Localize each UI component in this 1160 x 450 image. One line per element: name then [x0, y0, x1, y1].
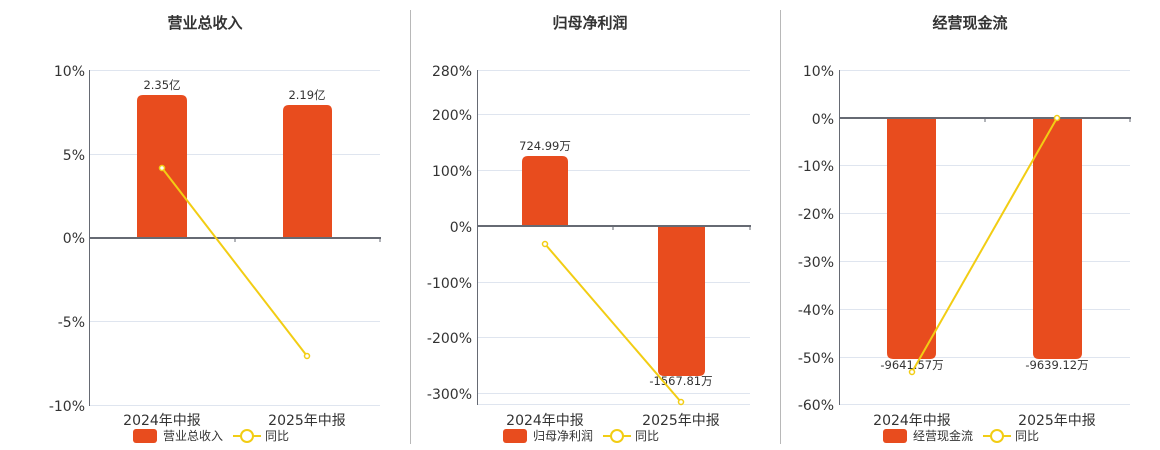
svg-text:-30%: -30% — [798, 255, 834, 271]
svg-text:-100%: -100% — [427, 276, 472, 292]
legend-bar-label[interactable]: 归母净利润 — [533, 429, 594, 443]
bar-2024[interactable] — [887, 118, 936, 359]
svg-text:100%: 100% — [432, 164, 472, 180]
gridlines — [478, 70, 750, 405]
x-label: 2024年中报 — [123, 413, 201, 429]
yoy-point[interactable] — [677, 398, 685, 406]
svg-text:-50%: -50% — [798, 351, 834, 367]
chart-title: 归母净利润 — [552, 14, 628, 32]
legend-bar-swatch[interactable] — [883, 428, 907, 443]
svg-text:-40%: -40% — [798, 303, 834, 319]
yoy-point[interactable] — [158, 164, 166, 172]
legend: 营业总收入 同比 — [133, 427, 289, 444]
legend: 归母净利润 同比 — [503, 427, 659, 444]
legend-bar-swatch[interactable] — [133, 428, 157, 443]
bar-label: -9641.57万 — [880, 358, 943, 372]
x-label: 2025年中报 — [1018, 413, 1096, 429]
bar-2025[interactable] — [283, 105, 332, 238]
bar-2025[interactable] — [658, 226, 705, 376]
yoy-point[interactable] — [303, 352, 311, 360]
x-label: 2024年中报 — [873, 413, 951, 429]
legend-bar-label[interactable]: 营业总收入 — [163, 429, 224, 443]
yoy-line — [544, 243, 682, 403]
svg-text:-10%: -10% — [49, 399, 85, 415]
yoy-point[interactable] — [908, 368, 916, 376]
svg-text:-10%: -10% — [798, 159, 834, 175]
svg-text:-200%: -200% — [427, 331, 472, 347]
bar-label: -9639.12万 — [1025, 358, 1088, 372]
panel-cash-flow: 经营现金流 10% 0% -10% -20% -30% -40% -50% -6… — [780, 0, 1160, 450]
svg-text:0%: 0% — [812, 112, 834, 128]
bar-2024[interactable] — [522, 156, 568, 226]
legend-line-icon[interactable] — [603, 428, 632, 443]
panel-revenue: 营业总收入 10% 5% 0% -5% -10% 2.35亿 2.19亿 202… — [0, 0, 400, 450]
cash-flow-chart: 10% 0% -10% -20% -30% -40% -50% -60% -96… — [798, 64, 1131, 429]
chart-title: 营业总收入 — [167, 14, 243, 32]
divider — [780, 10, 781, 444]
svg-text:10%: 10% — [54, 64, 85, 80]
bar-label: 2.35亿 — [143, 78, 180, 92]
gridlines — [90, 70, 380, 406]
yoy-point[interactable] — [541, 240, 549, 248]
panel-net-profit: 归母净利润 280% 200% 100% 0% -100% -200% -300… — [400, 0, 780, 450]
svg-text:0%: 0% — [450, 220, 472, 236]
yoy-line — [911, 117, 1058, 373]
y-axis-ticks: 280% 200% 100% 0% -100% -200% -300% — [427, 64, 472, 403]
svg-text:-5%: -5% — [58, 315, 85, 331]
svg-text:-20%: -20% — [798, 207, 834, 223]
legend-line-label[interactable]: 同比 — [635, 429, 660, 443]
x-label: 2025年中报 — [268, 413, 346, 429]
yoy-point[interactable] — [1053, 114, 1061, 122]
svg-text:5%: 5% — [63, 148, 85, 164]
bar-label: 2.19亿 — [288, 88, 325, 102]
svg-text:-60%: -60% — [798, 398, 834, 414]
y-axis-ticks: 10% 0% -10% -20% -30% -40% -50% -60% — [798, 64, 834, 414]
legend: 经营现金流 同比 — [883, 427, 1039, 444]
svg-text:0%: 0% — [63, 231, 85, 247]
yoy-line — [161, 167, 308, 357]
svg-text:-300%: -300% — [427, 387, 472, 403]
revenue-chart: 10% 5% 0% -5% -10% 2.35亿 2.19亿 2024年中报 2… — [49, 64, 381, 429]
bar-label: 724.99万 — [519, 139, 571, 153]
legend-line-icon[interactable] — [983, 428, 1012, 443]
x-label: 2024年中报 — [506, 413, 584, 429]
legend-bar-swatch[interactable] — [503, 428, 527, 443]
y-axis-ticks: 10% 5% 0% -5% -10% — [49, 64, 85, 415]
x-label: 2025年中报 — [642, 413, 720, 429]
chart-title: 经营现金流 — [932, 14, 1008, 32]
divider — [410, 10, 411, 444]
svg-text:200%: 200% — [432, 108, 472, 124]
net-profit-chart: 280% 200% 100% 0% -100% -200% -300% 724.… — [427, 64, 751, 429]
svg-text:10%: 10% — [803, 64, 834, 80]
legend-line-label[interactable]: 同比 — [265, 429, 290, 443]
legend-line-icon[interactable] — [233, 428, 262, 443]
legend-line-label[interactable]: 同比 — [1015, 429, 1040, 443]
svg-text:280%: 280% — [432, 64, 472, 80]
legend-bar-label[interactable]: 经营现金流 — [913, 429, 974, 443]
bar-2025[interactable] — [1033, 118, 1082, 359]
